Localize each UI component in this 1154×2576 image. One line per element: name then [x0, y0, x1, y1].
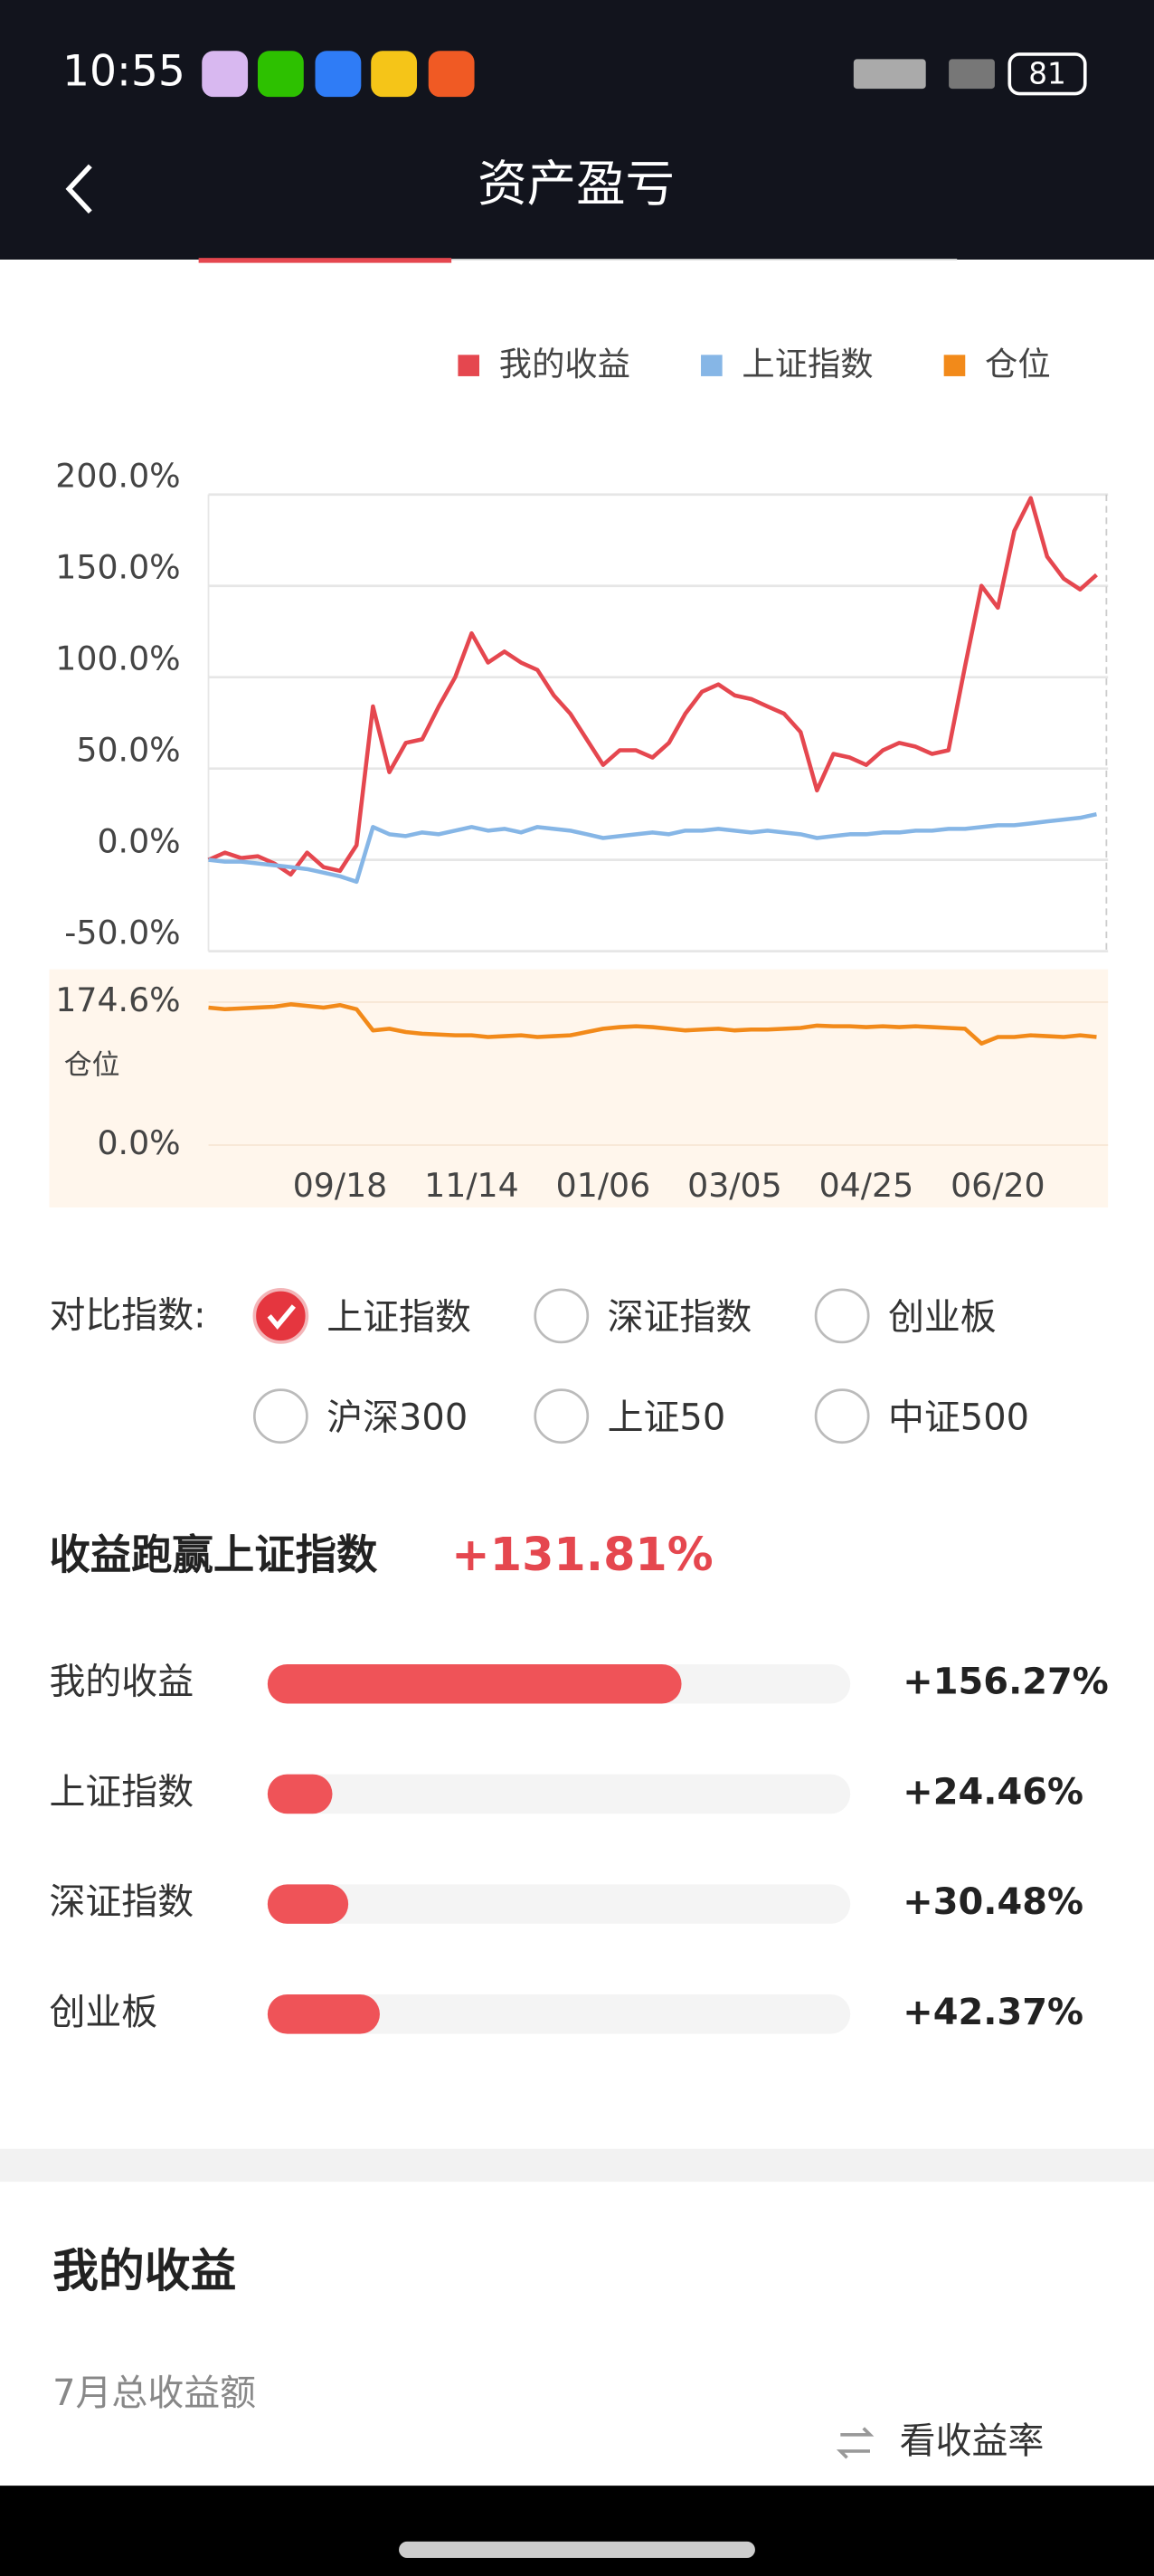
x-tick-label: 04/25	[819, 1166, 914, 1205]
y-tick-label: 100.0%	[55, 639, 180, 678]
bar-label: 上证指数	[49, 1771, 194, 1813]
section-subtitle: 7月总收益额	[52, 2372, 256, 2414]
bar	[267, 1774, 333, 1814]
bar-track	[267, 1774, 851, 1814]
tab-underline	[198, 258, 452, 263]
legend-swatch	[701, 355, 723, 376]
status-icons	[853, 59, 995, 90]
swap-icon	[836, 2427, 875, 2459]
radio[interactable]	[534, 1288, 590, 1344]
outperform-value: +131.81%	[451, 1528, 714, 1581]
battery-level: 81	[1028, 57, 1066, 91]
battery	[1007, 52, 1087, 96]
toggle-rate[interactable]: 看收益率	[900, 2420, 1045, 2462]
x-tick-label: 06/20	[951, 1166, 1045, 1205]
bar-label: 创业板	[49, 1992, 157, 2033]
radio[interactable]	[534, 1388, 590, 1444]
bar-value: +156.27%	[903, 1662, 1109, 1703]
bar-value: +24.46%	[903, 1771, 1083, 1813]
home-indicator[interactable]	[399, 2541, 755, 2559]
legend-label: 上证指数	[742, 345, 873, 384]
compare-label: 对比指数:	[49, 1295, 205, 1337]
x-tick-label: 09/18	[293, 1166, 388, 1205]
app-icons	[202, 51, 475, 98]
legend-swatch	[943, 355, 966, 376]
option-label[interactable]: 上证指数	[326, 1297, 471, 1339]
nav-bar	[0, 2486, 1154, 2576]
bar-value: +42.37%	[903, 1992, 1083, 2033]
option-label[interactable]: 深证指数	[608, 1297, 752, 1339]
bar-label: 深证指数	[49, 1881, 194, 1923]
y-axis-label: 仓位	[64, 1048, 120, 1081]
x-tick-label: 03/05	[687, 1166, 782, 1205]
option-label[interactable]: 上证50	[608, 1397, 726, 1438]
section-title: 我的收益	[52, 2244, 236, 2297]
legend-swatch	[458, 355, 480, 376]
y-tick-label: -50.0%	[64, 913, 180, 952]
option-label[interactable]: 创业板	[888, 1297, 997, 1339]
option-label[interactable]: 沪深300	[326, 1397, 468, 1438]
radio[interactable]	[814, 1388, 870, 1444]
status-time: 10:55	[62, 47, 185, 97]
series-line	[208, 811, 1097, 885]
header-bg	[0, 0, 1154, 260]
y-tick-label: 0.0%	[97, 821, 180, 860]
y-tick-label: 0.0%	[97, 1123, 180, 1162]
y-tick-label: 200.0%	[55, 457, 180, 496]
legend-label: 我的收益	[499, 345, 630, 384]
bar-label: 我的收益	[49, 1662, 194, 1703]
y-tick-label: 174.6%	[55, 980, 180, 1019]
option-label[interactable]: 中证500	[888, 1397, 1029, 1438]
y-tick-label: 50.0%	[76, 731, 180, 770]
outperform-label: 收益跑赢上证指数	[49, 1530, 378, 1578]
series-line	[207, 496, 1098, 877]
x-tick-label: 01/06	[556, 1166, 651, 1205]
divider	[0, 2148, 1154, 2183]
bar	[267, 1663, 682, 1704]
check-mark	[267, 1304, 296, 1331]
radio[interactable]	[814, 1288, 870, 1344]
bar-track	[267, 1994, 851, 2034]
back-button[interactable]	[65, 164, 92, 214]
y-tick-label: 150.0%	[55, 548, 180, 587]
series-line	[208, 1002, 1097, 1046]
radio[interactable]	[252, 1388, 308, 1444]
bar-track	[267, 1884, 851, 1924]
x-tick-label: 11/14	[424, 1166, 519, 1205]
radio-checked[interactable]	[252, 1288, 309, 1344]
bar	[267, 1994, 380, 2034]
bar	[267, 1884, 349, 1924]
legend-label: 仓位	[985, 345, 1051, 384]
bar-value: +30.48%	[903, 1881, 1083, 1923]
nav-title: 资产盈亏	[478, 155, 675, 213]
